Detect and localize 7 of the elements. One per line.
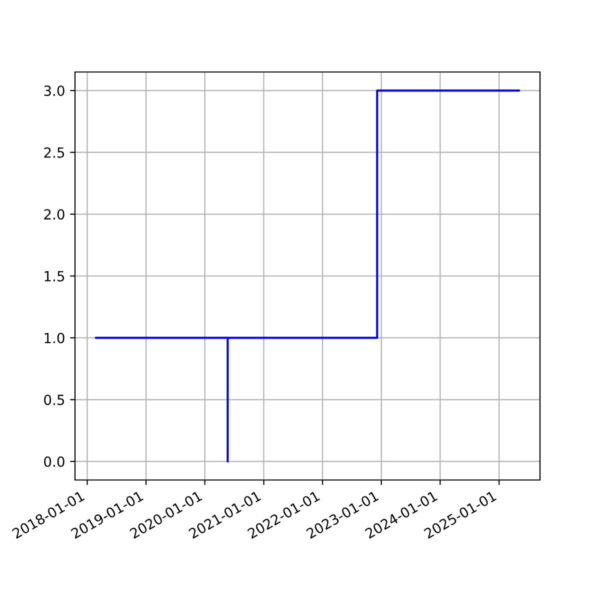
- y-tick-label: 1.0: [44, 332, 64, 344]
- y-tick-label: 3.0: [44, 86, 64, 96]
- y-tick-label: 2.5: [44, 147, 64, 158]
- y-tick-label: 0.5: [44, 394, 64, 406]
- y-tick-label: 0.0: [44, 456, 64, 467]
- y-tick-label: 1.5: [44, 271, 64, 282]
- y-tick-label: 2.0: [44, 209, 64, 220]
